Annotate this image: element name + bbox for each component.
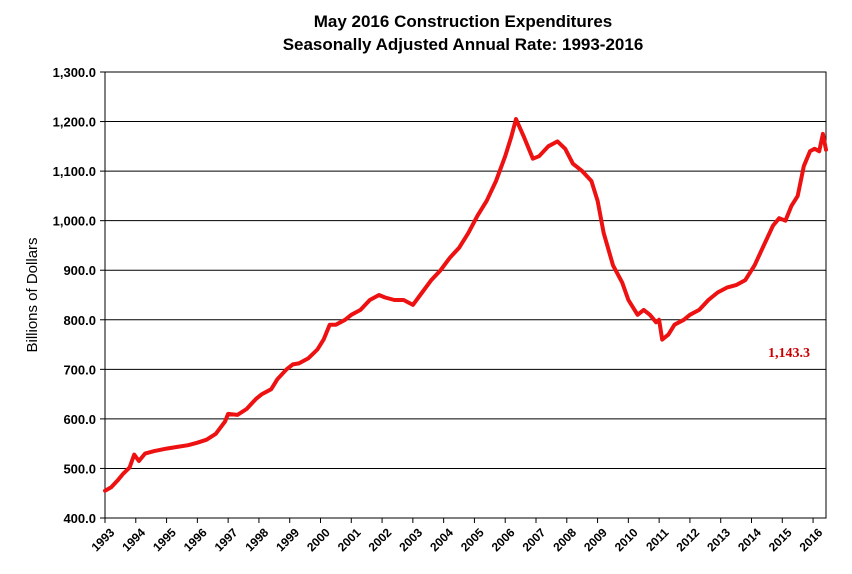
x-tick-label: 2008: [550, 525, 579, 554]
x-tick-label: 2003: [396, 525, 425, 554]
x-tick-label: 1993: [89, 525, 118, 554]
y-tick-label: 1,300.0: [53, 65, 96, 80]
y-tick-label: 1,200.0: [53, 115, 96, 130]
x-tick-label: 2014: [735, 525, 764, 554]
y-tick-label: 500.0: [63, 461, 96, 476]
x-tick-label: 2007: [520, 525, 549, 554]
x-tick-label: 1996: [181, 525, 210, 554]
y-tick-label: 400.0: [63, 511, 96, 526]
y-tick-label: 1,100.0: [53, 164, 96, 179]
y-tick-labels: 400.0 500.0 600.0 700.0 800.0 900.0 1,000.0 1,1…: [53, 65, 105, 526]
last-value-annotation: 1,143.3: [768, 346, 810, 361]
x-tick-label: 1998: [242, 525, 271, 554]
x-tick-label: 1997: [212, 525, 241, 554]
chart-title-line1: May 2016 Construction Expenditures: [314, 12, 613, 31]
series-line: [103, 117, 828, 493]
x-tick-label: 2005: [458, 525, 487, 554]
x-tick-label: 2013: [704, 525, 733, 554]
grid-lines: [105, 121, 826, 469]
y-axis-label: Billions of Dollars: [24, 237, 41, 352]
x-tick-label: 1994: [119, 525, 148, 554]
x-tick-label: 2016: [797, 525, 826, 554]
x-tick-label: 2002: [366, 525, 395, 554]
x-tick-label: 1999: [273, 525, 302, 554]
x-tick-label: 2015: [766, 525, 795, 554]
x-tick-label: 1995: [150, 525, 179, 554]
x-tick-label: 2012: [673, 525, 702, 554]
y-tick-label: 600.0: [63, 412, 96, 427]
chart-title-line2: Seasonally Adjusted Annual Rate: 1993-20…: [283, 35, 644, 54]
plot-area-border: [104, 71, 827, 519]
x-tick-label: 2001: [335, 525, 364, 554]
x-tick-label: 2004: [427, 525, 456, 554]
x-tick-label: 2006: [489, 525, 518, 554]
y-tick-label: 1,000.0: [53, 214, 96, 229]
y-tick-label: 900.0: [63, 263, 96, 278]
x-tick-label: 2000: [304, 525, 333, 554]
y-tick-label: 700.0: [63, 362, 96, 377]
x-tick-label: 2011: [643, 525, 672, 554]
x-tick-label: 2009: [581, 525, 610, 554]
y-tick-label: 800.0: [63, 313, 96, 328]
x-tick-label: 2010: [612, 525, 641, 554]
x-tick-labels: 1993 1994 1995 1996 1997 1998 1999 2000 2001 2002…: [89, 518, 826, 554]
